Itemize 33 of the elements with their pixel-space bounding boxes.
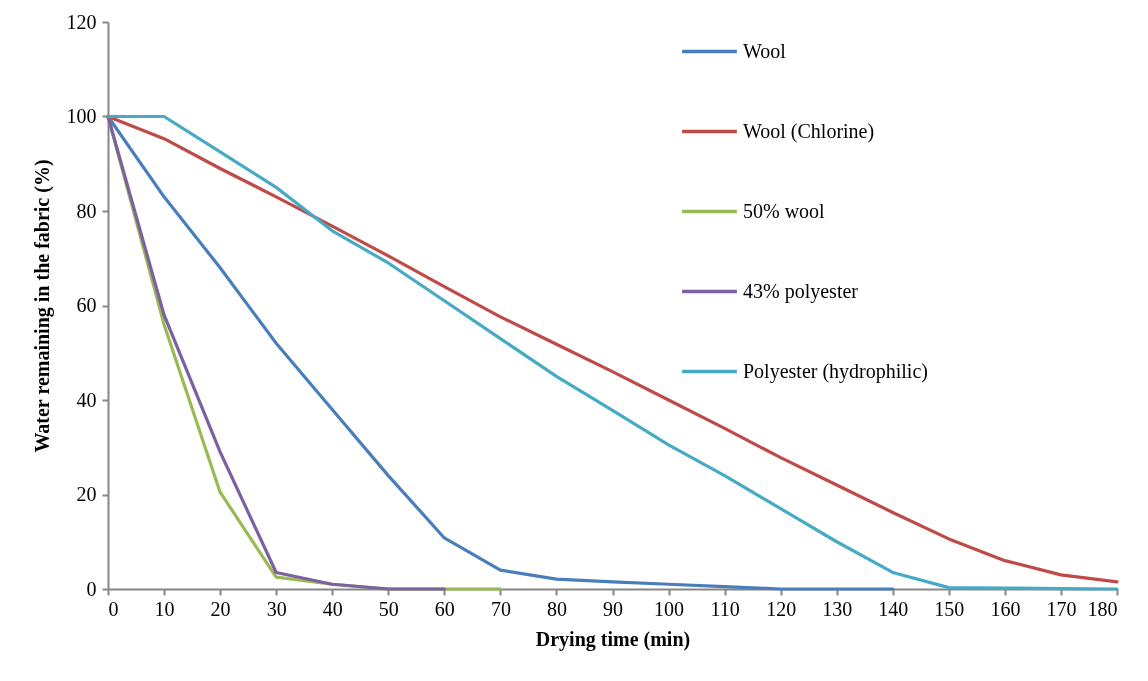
x-tick-label: 100	[654, 597, 685, 620]
legend-label: Wool (Chlorine)	[743, 119, 875, 143]
x-tick-label: 140	[878, 597, 909, 620]
x-tick-label: 180	[1087, 597, 1118, 620]
x-tick-label: 80	[546, 597, 567, 620]
x-tick-label: 0	[108, 597, 119, 620]
y-tick-label: 40	[76, 388, 97, 411]
y-axis-title: Water remaining in the fabric (%)	[30, 159, 54, 453]
x-tick-label: 50	[378, 597, 399, 620]
x-tick-label: 120	[766, 597, 797, 620]
x-tick-label: 170	[1046, 597, 1077, 620]
legend-label: Wool	[743, 39, 787, 62]
x-tick-label: 90	[603, 597, 623, 620]
x-tick-label: 40	[322, 597, 343, 620]
x-tick-label: 150	[934, 597, 965, 620]
legend-label: 43% polyester	[743, 279, 859, 303]
y-tick-label: 60	[76, 294, 97, 316]
y-tick-label: 100	[66, 105, 97, 127]
x-axis-title: Drying time (min)	[535, 627, 691, 651]
legend-label: 50% wool	[743, 199, 826, 222]
y-tick-label: 80	[76, 199, 97, 222]
x-tick-label: 30	[266, 597, 287, 620]
y-tick-label: 120	[66, 10, 97, 33]
x-tick-label: 130	[822, 597, 853, 620]
x-tick-label: 70	[490, 597, 511, 620]
x-tick-label: 160	[990, 597, 1021, 620]
y-tick-label: 20	[76, 483, 97, 505]
x-tick-label: 110	[710, 597, 740, 620]
x-tick-label: 20	[210, 597, 231, 620]
x-tick-label: 10	[154, 597, 175, 620]
legend-label: Polyester (hydrophilic)	[743, 359, 928, 383]
y-tick-label: 0	[86, 577, 97, 600]
x-tick-label: 60	[434, 597, 455, 620]
